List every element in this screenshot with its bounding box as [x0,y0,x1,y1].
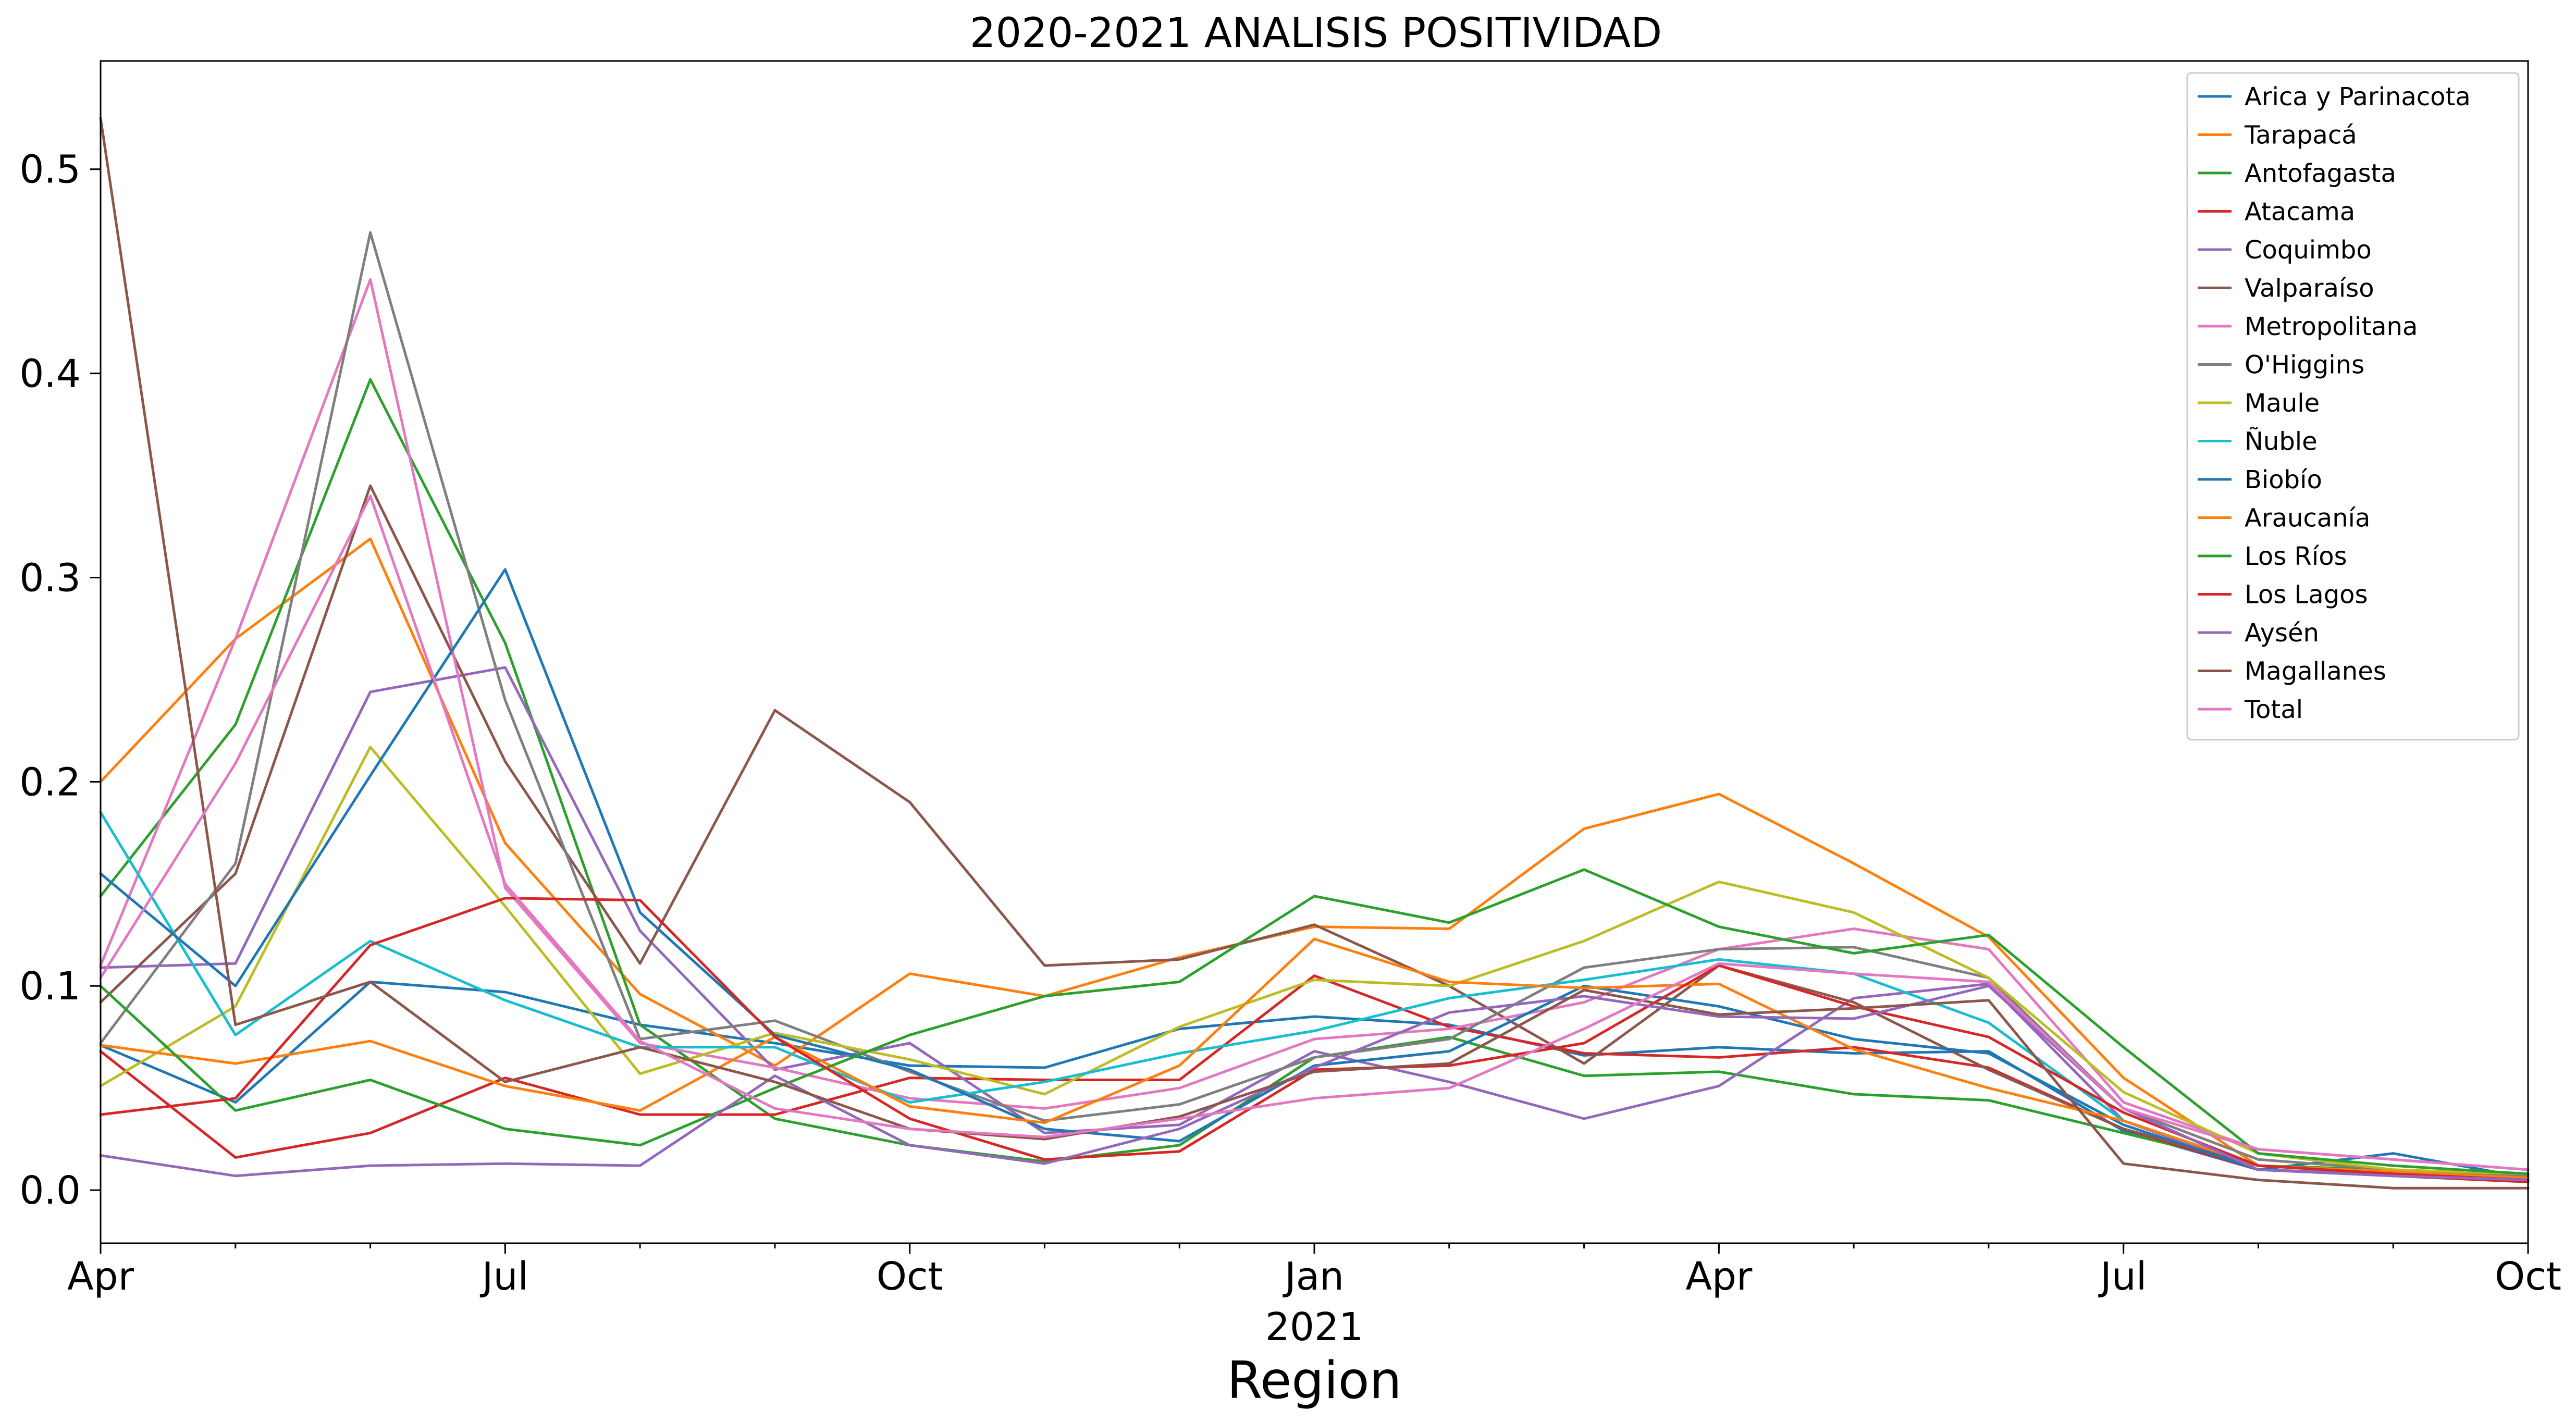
series-line-los-lagos [99,897,2530,1181]
x-tick-label: Jan [1283,1254,1344,1299]
x-axis-label: Region [1227,1351,1402,1410]
series-line-total [99,494,2530,1171]
series-line-los-rios [99,868,2530,1175]
legend-label: O'Higgins [2245,351,2364,380]
series-line-metropolitana [99,278,2530,1171]
y-axis: 0.0 0.1 0.2 0.3 0.4 0.5 [19,147,101,1213]
legend-label: Maule [2245,389,2320,418]
legend-label: Arica y Parinacota [2245,82,2471,112]
x-tick-label: Oct [2495,1254,2561,1299]
plot-content [99,117,2530,1190]
legend-label: Biobío [2245,465,2322,494]
series-line-araucania [99,937,2530,1180]
x-tick-label: Jul [480,1254,528,1299]
x-year-label: 2021 [1265,1305,1363,1350]
legend-label: Total [2244,695,2303,724]
x-tick-label: Apr [1685,1254,1753,1299]
y-tick-label: 0.5 [19,147,81,192]
legend-label: Ñuble [2245,427,2318,456]
legend-box [2186,72,2520,740]
legend-label: Valparaíso [2245,274,2374,303]
y-tick-label: 0.1 [19,964,81,1009]
legend-label: Coquimbo [2245,236,2372,265]
series-line-aysen [99,984,2530,1181]
y-tick-label: 0.4 [19,352,81,397]
legend-label: Los Ríos [2245,542,2347,571]
series-line-magallanes [99,117,2530,1190]
x-tick-label: Apr [67,1254,134,1299]
legend-label: Antofagasta [2245,159,2396,188]
legend-label: Los Lagos [2245,580,2368,610]
legend-label: Magallanes [2245,657,2386,686]
y-tick-label: 0.0 [19,1168,81,1213]
legend-label: Aysén [2245,618,2319,648]
legend-label: Atacama [2245,197,2355,227]
y-tick-label: 0.3 [19,555,81,600]
series-line-tarapaca [99,537,2530,1181]
legend-label: Araucanía [2245,504,2370,533]
x-tick-label: Oct [877,1254,943,1299]
series-line-biobio [99,568,2530,1181]
series-line-maule [99,746,2530,1175]
x-axis: Apr Jul Oct Jan Apr Jul Oct [67,1243,2561,1299]
x-tick-label: Jul [2098,1254,2147,1299]
y-tick-label: 0.2 [19,760,81,805]
series-line-arica-y-parinacota [99,980,2530,1180]
legend: Arica y Parinacota Tarapacá Antofagasta Ata… [2186,72,2520,740]
chart-title: 2020-2021 ANALISIS POSITIVIDAD [970,10,1662,57]
series-line-valparaiso [99,484,2530,1181]
legend-label: Metropolitana [2245,312,2418,341]
legend-label: Tarapacá [2244,121,2357,150]
